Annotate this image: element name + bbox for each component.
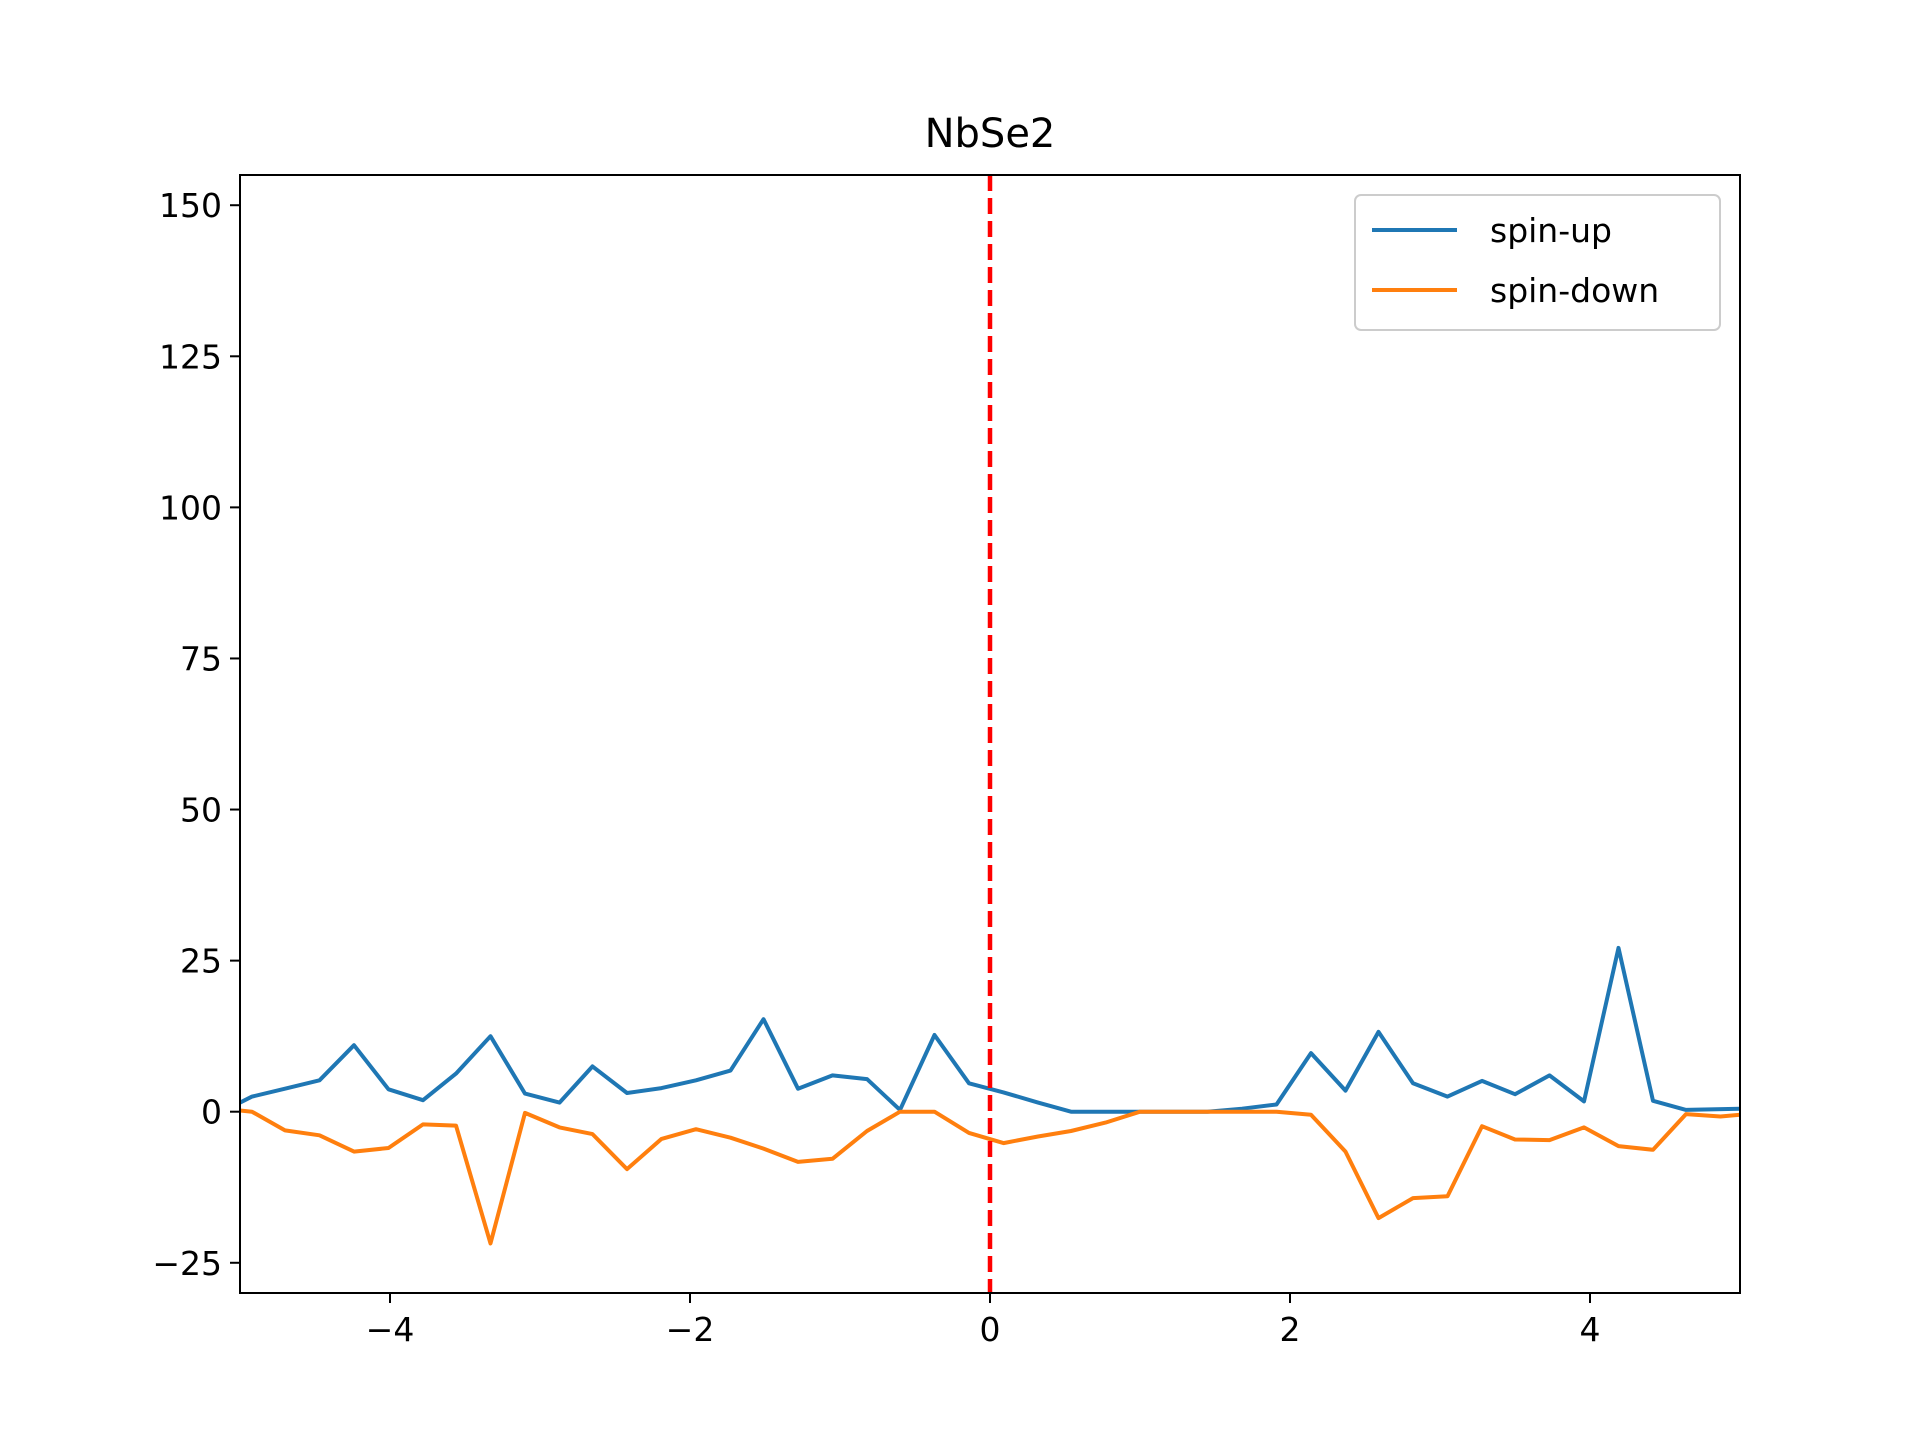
series-layer — [240, 945, 1740, 1246]
legend-label-spin-up: spin-up — [1490, 211, 1612, 250]
legend-label-spin-down: spin-down — [1490, 271, 1659, 310]
y-axis: −25 0 25 50 75 100 125 150 — [152, 186, 240, 1283]
legend: spin-up spin-down — [1354, 194, 1721, 331]
y-tick-label: 100 — [159, 488, 222, 527]
y-tick-label: 0 — [201, 1093, 222, 1132]
x-tick-label: 0 — [980, 1310, 1001, 1349]
series-line-spin-up — [240, 945, 1740, 1114]
chart-title: NbSe2 — [925, 111, 1056, 157]
y-tick-label: 75 — [180, 639, 222, 678]
y-tick-label: 50 — [180, 791, 222, 830]
y-tick-label: 150 — [159, 186, 222, 225]
x-tick-label: 4 — [1580, 1310, 1601, 1349]
y-tick-label: −25 — [152, 1244, 222, 1283]
x-tick-label: −2 — [666, 1310, 715, 1349]
x-tick-label: 2 — [1280, 1310, 1301, 1349]
series-line-spin-down — [240, 1108, 1740, 1246]
x-tick-label: −4 — [366, 1310, 415, 1349]
y-tick-label: 125 — [159, 337, 222, 376]
y-tick-label: 25 — [180, 942, 222, 981]
x-axis: −4 −2 0 2 4 — [366, 1293, 1601, 1349]
